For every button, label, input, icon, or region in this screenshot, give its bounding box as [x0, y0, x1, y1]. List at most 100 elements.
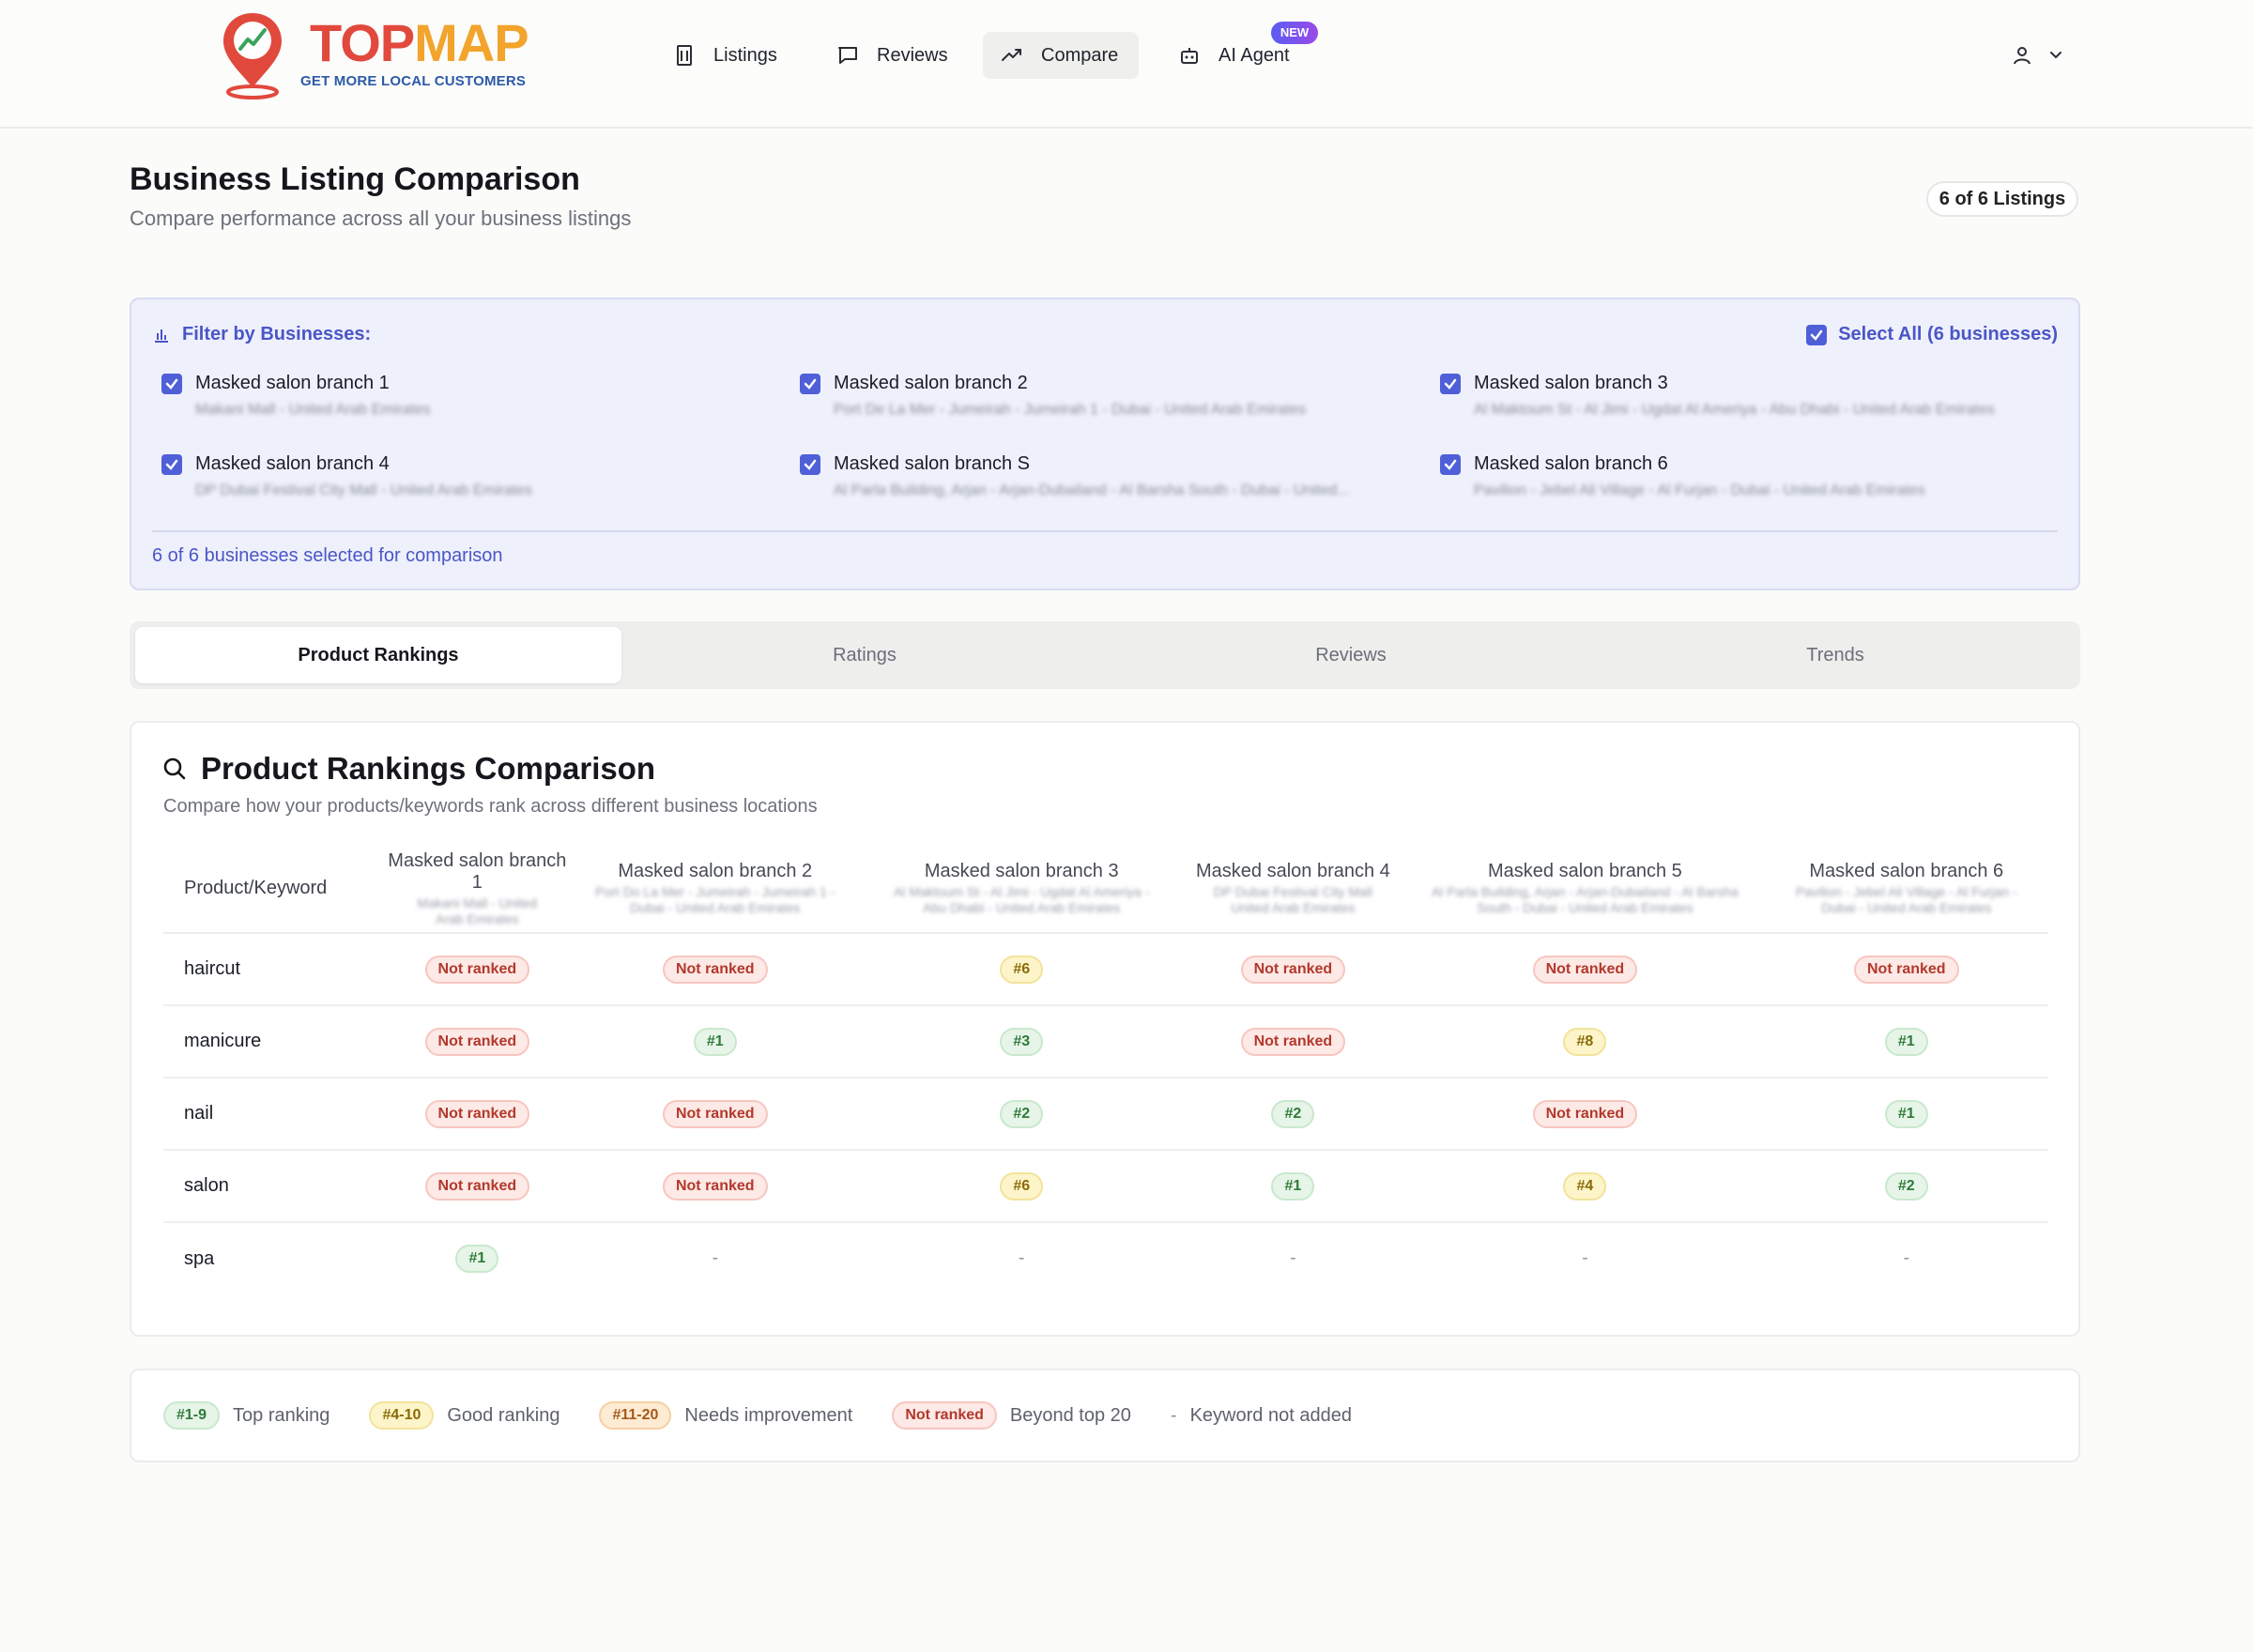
column-header: Masked salon branch 6 Pavilion - Jebel Al… — [1764, 845, 2048, 934]
rank-badge: Not ranked — [1240, 1027, 1346, 1056]
keyword-cell: haircut — [163, 933, 387, 1006]
select-all-checkbox[interactable]: Select All (6 businesses) — [1806, 324, 2058, 345]
checkbox-checked-icon[interactable] — [161, 453, 182, 475]
business-address: Makani Mall - United Arab Emirates — [195, 402, 431, 418]
keyword-not-added: - — [712, 1248, 718, 1268]
tab-product-rankings[interactable]: Product Rankings — [135, 627, 621, 683]
rank-cell: Not ranked — [387, 1078, 568, 1151]
rank-cell: #2 — [1180, 1078, 1406, 1151]
business-address: Al Maktoum St - Al Jimi - Ugdat Al Ameri… — [1474, 402, 1995, 418]
rank-badge: Not ranked — [1854, 955, 1959, 984]
keyword-cell: salon — [163, 1150, 387, 1223]
rank-cell: Not ranked — [387, 1005, 568, 1078]
nav-reviews-label: Reviews — [877, 44, 948, 66]
legend-badge: #11-20 — [599, 1401, 672, 1430]
keyword-not-added: - — [1290, 1248, 1296, 1268]
user-menu[interactable] — [2011, 41, 2077, 69]
building-icon — [677, 45, 692, 66]
map-pin-logo-icon — [223, 13, 282, 99]
rank-badge: #1 — [693, 1027, 737, 1056]
business-option[interactable]: Masked salon branch 1 Makani Mall - Unit… — [161, 373, 762, 419]
table-row: spa #1 - - - - - — [163, 1222, 2048, 1294]
rank-cell: #2 — [862, 1078, 1181, 1151]
business-option[interactable]: Masked salon branch 3 Al Maktoum St - Al… — [1440, 373, 2041, 419]
rank-badge: Not ranked — [424, 1171, 530, 1201]
business-name: Masked salon branch 6 — [1474, 453, 1668, 474]
rank-badge: #2 — [1884, 1171, 1928, 1201]
rank-cell: Not ranked — [567, 1078, 863, 1151]
keyword-not-added: - — [1019, 1248, 1025, 1268]
table-row: manicure Not ranked #1 #3 Not ranked #8 #1 — [163, 1005, 2048, 1078]
checkbox-checked-icon[interactable] — [800, 453, 820, 475]
ranking-legend: #1-9 Top ranking #4-10 Good ranking #11-20 Ne… — [130, 1369, 2080, 1462]
card-title: Product Rankings Comparison — [161, 751, 655, 787]
business-filter-panel: Filter by Businesses: Select All (6 busi… — [130, 298, 2080, 590]
page-title: Business Listing Comparison — [130, 161, 580, 197]
business-address: Al Parla Building, Arjan - Arjan-Dubaila… — [834, 482, 1350, 498]
checkbox-checked-icon[interactable] — [1440, 373, 1461, 394]
checkbox-checked-icon — [1806, 324, 1828, 345]
business-option[interactable]: Masked salon branch 4 DP Dubai Festival … — [161, 453, 762, 499]
card-subtitle: Compare how your products/keywords rank … — [163, 796, 818, 817]
rank-cell: #1 — [1764, 1005, 2048, 1078]
topmap-logo[interactable]: TOPMAP GET MORE LOCAL CUSTOMERS — [218, 9, 529, 99]
business-option[interactable]: Masked salon branch 6 Pavilion - Jebel A… — [1440, 453, 2041, 499]
rank-badge: #2 — [1000, 1099, 1044, 1128]
checkbox-checked-icon[interactable] — [1440, 453, 1461, 475]
trending-up-icon — [1002, 49, 1021, 61]
column-header: Masked salon branch 1 Makani Mall - Unite… — [387, 845, 568, 934]
listing-count-badge: 6 of 6 Listings — [1926, 181, 2078, 217]
page-subtitle: Compare performance across all your busi… — [130, 206, 632, 230]
rank-badge: #1 — [1271, 1171, 1315, 1201]
legend-badge: Not ranked — [892, 1401, 997, 1430]
rank-cell: #1 — [567, 1005, 863, 1078]
rank-badge: #2 — [1271, 1099, 1315, 1128]
rank-badge: Not ranked — [424, 955, 530, 984]
message-square-icon — [838, 47, 857, 64]
keyword-not-added: - — [1582, 1248, 1588, 1268]
business-option[interactable]: Masked salon branch S Al Parla Building,… — [800, 453, 1401, 499]
logo-wordmark: TOPMAP — [310, 13, 529, 72]
top-navigation-bar: TOPMAP GET MORE LOCAL CUSTOMERS Listings… — [0, 0, 2253, 129]
rank-badge: Not ranked — [1532, 1099, 1638, 1128]
legend-label: Beyond top 20 — [1009, 1404, 1131, 1426]
rankings-table-body: haircut Not ranked Not ranked #6 Not ranked N… — [163, 933, 2048, 1294]
rank-cell: Not ranked — [1180, 1005, 1406, 1078]
nav-ai-agent-label: AI Agent — [1218, 44, 1290, 66]
rank-badge: #6 — [1000, 1171, 1044, 1201]
legend-label: Good ranking — [447, 1404, 560, 1426]
nav-reviews[interactable]: Reviews — [819, 32, 965, 79]
nav-compare[interactable]: Compare — [983, 32, 1139, 79]
checkbox-checked-icon[interactable] — [161, 373, 182, 394]
rank-cell: #1 — [1180, 1150, 1406, 1223]
rank-cell: #6 — [862, 933, 1181, 1006]
tab-trends[interactable]: Trends — [1806, 645, 1864, 665]
rank-badge: #1 — [1884, 1099, 1928, 1128]
rank-badge: #6 — [1000, 955, 1044, 984]
keyword-column-header: Product/Keyword — [163, 845, 387, 934]
table-row: nail Not ranked Not ranked #2 #2 Not ranked #1 — [163, 1078, 2048, 1151]
nav-listings[interactable]: Listings — [655, 32, 794, 79]
checkbox-checked-icon[interactable] — [800, 373, 820, 394]
selection-summary: 6 of 6 businesses selected for compariso… — [152, 545, 503, 566]
bar-chart-icon — [155, 329, 168, 343]
rank-cell: - — [863, 1222, 1181, 1294]
column-header: Masked salon branch 3 Al Maktoum St - Al … — [862, 845, 1181, 934]
rank-cell: #1 — [387, 1222, 568, 1294]
business-address: DP Dubai Festival City Mall - United Ara… — [195, 482, 532, 498]
rank-cell: Not ranked — [1405, 1078, 1765, 1151]
filter-label: Filter by Businesses: — [152, 324, 371, 345]
rank-cell: Not ranked — [567, 1150, 863, 1223]
legend-label: Needs improvement — [684, 1404, 853, 1426]
rank-cell: Not ranked — [567, 933, 863, 1006]
rank-badge: #8 — [1563, 1027, 1607, 1056]
rank-badge: #1 — [1884, 1027, 1928, 1056]
product-rankings-card: Product Rankings Comparison Compare how … — [130, 721, 2080, 1337]
rank-cell: - — [1765, 1222, 2048, 1294]
tab-ratings[interactable]: Ratings — [833, 645, 897, 665]
rank-cell: Not ranked — [387, 933, 568, 1006]
tab-reviews[interactable]: Reviews — [1315, 645, 1387, 665]
rank-cell: #6 — [862, 1150, 1181, 1223]
business-option[interactable]: Masked salon branch 2 Port De La Mer - J… — [800, 373, 1401, 419]
nav-ai-agent[interactable]: AI Agent — [1160, 32, 1307, 79]
